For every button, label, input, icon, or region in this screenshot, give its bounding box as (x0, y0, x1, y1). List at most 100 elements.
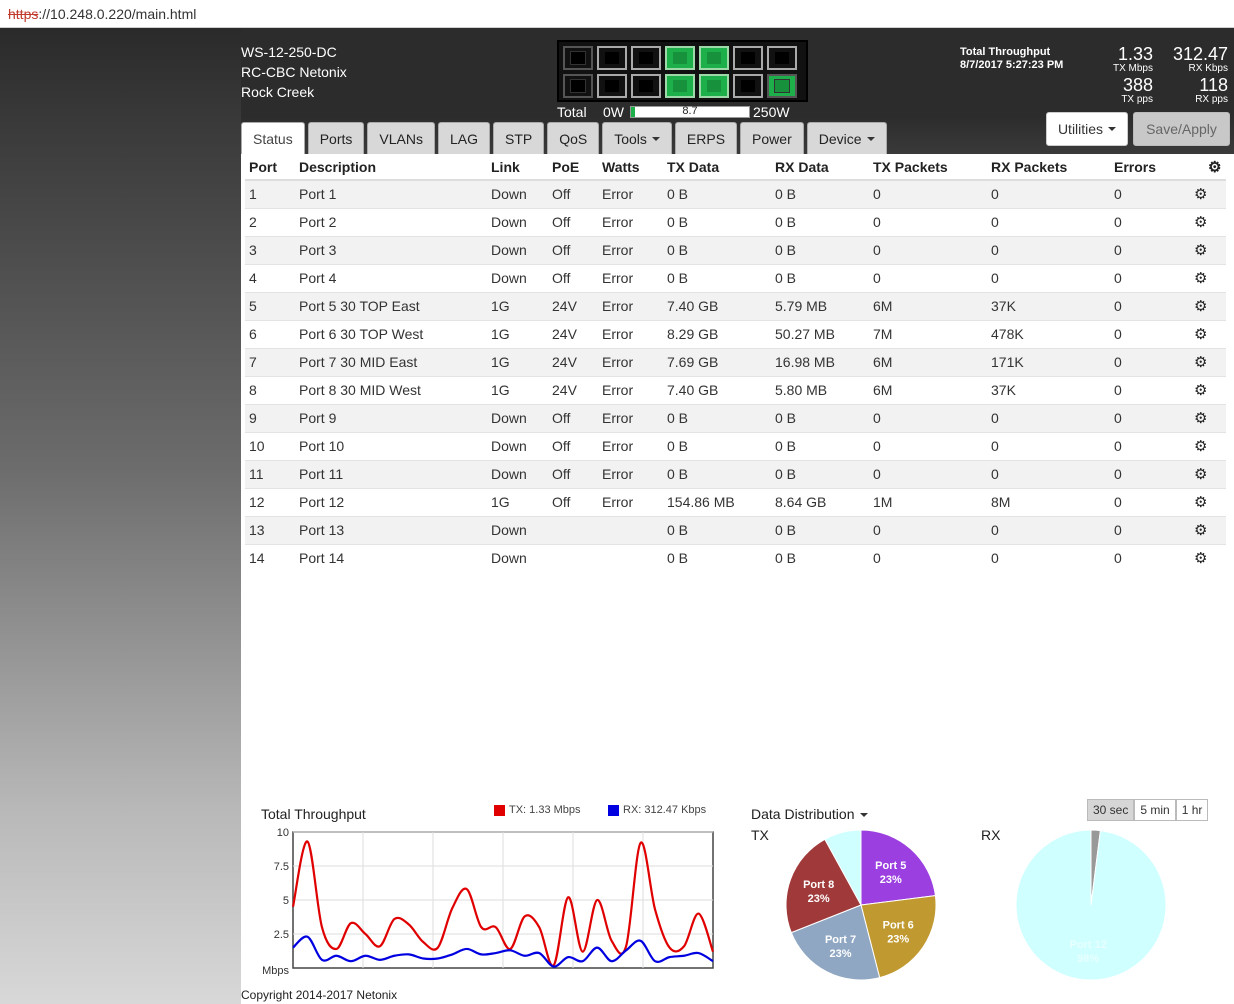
table-cell: 0 (869, 263, 987, 292)
tab-vlans[interactable]: VLANs (367, 122, 435, 154)
port-settings-button[interactable]: ⚙ (1190, 375, 1226, 404)
table-cell: Down (487, 543, 548, 572)
faceplate-port[interactable] (563, 46, 593, 70)
faceplate-port[interactable] (699, 46, 729, 70)
column-header[interactable]: Watts (598, 154, 663, 181)
table-row[interactable]: 5 Port 5 30 TOP East 1G 24V Error 7.40 GB 5.79… (245, 291, 1226, 320)
faceplate-port[interactable] (733, 46, 763, 70)
port-settings-button[interactable]: ⚙ (1190, 347, 1226, 376)
column-header[interactable]: Port (245, 154, 295, 181)
faceplate-port[interactable] (597, 46, 627, 70)
faceplate-port[interactable] (767, 46, 797, 70)
gear-icon: ⚙ (1194, 410, 1208, 427)
save-apply-button[interactable]: Save/Apply (1133, 112, 1230, 146)
tab-status[interactable]: Status (241, 122, 305, 155)
table-cell: 0 (1110, 375, 1190, 404)
port-settings-button[interactable]: ⚙ (1190, 319, 1226, 348)
tab-tools[interactable]: Tools (602, 122, 672, 154)
column-header[interactable]: TX Data (663, 154, 771, 181)
tab-erps[interactable]: ERPS (674, 122, 738, 154)
port-settings-button[interactable]: ⚙ (1190, 403, 1226, 432)
faceplate-port[interactable] (665, 46, 695, 70)
column-header[interactable]: TX Packets (869, 154, 987, 181)
table-cell: Error (598, 179, 663, 208)
address-bar[interactable]: https://10.248.0.220/main.html (0, 0, 1234, 28)
throughput-title: Total Throughput (960, 46, 1051, 58)
port-settings-button[interactable]: ⚙ (1190, 459, 1226, 488)
port-settings-button[interactable]: ⚙ (1190, 235, 1226, 264)
table-cell: 0 B (771, 179, 869, 208)
tab-label: STP (504, 130, 533, 147)
port-settings-button[interactable]: ⚙ (1190, 263, 1226, 292)
tab-lag[interactable]: LAG (437, 122, 490, 154)
pie-slice (1015, 829, 1167, 981)
tab-qos[interactable]: QoS (547, 122, 600, 154)
tab-power[interactable]: Power (740, 122, 804, 154)
table-row[interactable]: 7 Port 7 30 MID East 1G 24V Error 7.69 GB 16.9… (245, 347, 1226, 376)
table-cell: 0 (1110, 347, 1190, 376)
table-row[interactable]: 12 Port 12 1G Off Error 154.86 MB 8.64 GB 1M 8M 0… (245, 487, 1226, 516)
port-jack-icon (774, 79, 790, 93)
port-settings-button[interactable]: ⚙ (1190, 431, 1226, 460)
faceplate-port[interactable] (563, 74, 593, 98)
tab-stp[interactable]: STP (492, 122, 545, 154)
range-button-30-sec[interactable]: 30 sec (1087, 799, 1135, 821)
port-settings-button[interactable]: ⚙ (1190, 207, 1226, 236)
port-settings-button[interactable]: ⚙ (1190, 543, 1226, 572)
faceplate-port[interactable] (767, 74, 797, 98)
port-settings-button[interactable]: ⚙ (1190, 291, 1226, 320)
faceplate-port[interactable] (597, 74, 627, 98)
table-cell: 0 B (663, 263, 771, 292)
column-header[interactable]: RX Packets (987, 154, 1110, 181)
port-jack-icon (741, 52, 755, 64)
throughput-summary: Total Throughput 8/7/2017 5:27:23 PM (960, 46, 1063, 72)
faceplate-port[interactable] (699, 74, 729, 98)
pie-slice-label: Port 8 (803, 879, 834, 891)
table-cell (598, 543, 663, 572)
table-cell: Error (598, 403, 663, 432)
column-header[interactable]: Link (487, 154, 548, 181)
table-row[interactable]: 6 Port 6 30 TOP West 1G 24V Error 8.29 GB 50.2… (245, 319, 1226, 348)
table-cell: 12 (245, 487, 295, 516)
table-cell: 1G (487, 487, 548, 516)
data-distribution-dropdown[interactable]: Data Distribution (751, 806, 868, 822)
table-settings-button[interactable]: ⚙ (1190, 154, 1226, 181)
range-button-1-hr[interactable]: 1 hr (1175, 799, 1209, 821)
tab-device[interactable]: Device (806, 122, 887, 154)
port-settings-button[interactable]: ⚙ (1190, 179, 1226, 208)
rx-pps-stat: 118 RX pps (1160, 76, 1228, 105)
table-cell: 0 (869, 543, 987, 572)
faceplate-port[interactable] (733, 74, 763, 98)
utilities-button[interactable]: Utilities (1046, 112, 1128, 146)
gear-icon: ⚙ (1194, 438, 1208, 455)
faceplate-port[interactable] (665, 74, 695, 98)
tab-ports[interactable]: Ports (307, 122, 365, 154)
table-row[interactable]: 8 Port 8 30 MID West 1G 24V Error 7.40 GB 5.80… (245, 375, 1226, 404)
tab-label: Ports (319, 130, 353, 147)
range-button-5-min[interactable]: 5 min (1134, 799, 1176, 821)
port-settings-button[interactable]: ⚙ (1190, 515, 1226, 544)
port-settings-button[interactable]: ⚙ (1190, 487, 1226, 516)
table-cell: Down (487, 263, 548, 292)
column-header[interactable]: RX Data (771, 154, 869, 181)
table-cell: Port 13 (295, 515, 487, 544)
column-header[interactable]: Errors (1110, 154, 1190, 181)
faceplate-port[interactable] (631, 74, 661, 98)
table-cell: 1G (487, 347, 548, 376)
column-header[interactable]: Description (295, 154, 487, 181)
column-header[interactable]: PoE (548, 154, 598, 181)
table-cell: 9 (245, 403, 295, 432)
table-cell: 0 (869, 431, 987, 460)
table-cell: Port 14 (295, 543, 487, 572)
faceplate-port[interactable] (631, 46, 661, 70)
table-cell: 0 (987, 543, 1110, 572)
